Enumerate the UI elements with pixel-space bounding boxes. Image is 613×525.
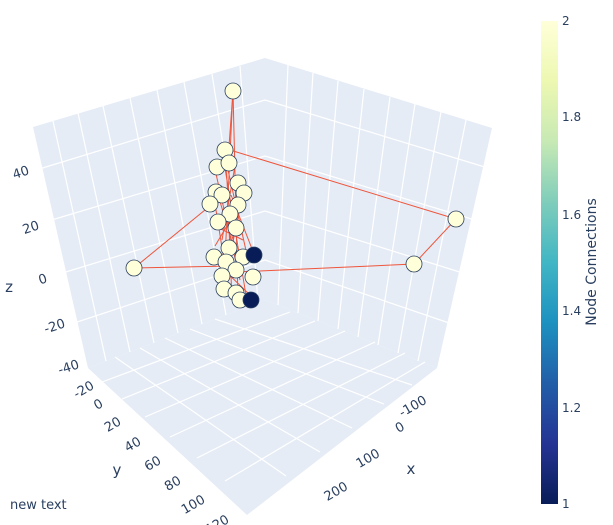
y-tick-label: 80 [162,473,184,494]
node-marker[interactable] [244,268,262,286]
node-marker[interactable] [245,246,263,264]
y-axis: -20 0 20 40 60 80 100 120 y [71,378,232,525]
node-marker[interactable] [221,205,239,223]
colorbar-title: Node Connections [584,198,600,326]
x-tick-label: 0 [393,419,408,436]
grid-line [189,328,385,405]
y-axis-title: y [113,461,122,479]
y-tick-label: 0 [91,396,106,413]
grid-line [264,155,479,222]
z-tick-label: 20 [21,219,41,238]
z-axis: 40 20 0 -20 -40 z [5,164,81,379]
node-marker[interactable] [209,213,227,231]
colorbar-tick-label: 1.2 [562,401,581,415]
grid-line [77,112,131,353]
grid-line [169,341,376,438]
grid-line [224,361,426,482]
colorbar-tick-label: 1 [562,497,570,511]
grid-line [156,89,203,325]
grid-line [417,119,467,362]
grid-line [196,352,406,459]
x-tick-label: 200 [322,479,351,504]
grid-line [52,120,107,362]
right-back-wall [265,58,492,368]
z-axis-title: z [5,278,13,296]
colorbar-tick-label: 2 [562,14,570,28]
colorbar-tick-label: 1.4 [562,304,581,318]
x-tick-label: -100 [397,393,430,421]
grid-line [297,72,314,314]
node-marker[interactable] [242,291,260,309]
z-tick-label: 40 [11,164,31,183]
grid-line [264,259,453,325]
node-marker[interactable] [125,259,143,277]
grid-line [102,105,155,344]
y-tick-label: 20 [102,414,124,435]
y-tick-label: 40 [122,434,144,455]
edge [133,265,231,269]
edge [229,149,457,220]
node-marker[interactable] [220,239,238,257]
colorbar-tick-label: 1.8 [562,110,581,124]
z-tick-label: -20 [42,317,67,338]
grid-line [144,330,346,418]
grid-line [264,210,467,275]
z-tick-label: 0 [37,272,50,289]
node-marker[interactable] [227,219,245,237]
grid-line [129,97,179,334]
y-tick-label: 120 [203,512,232,525]
grid-line [164,337,353,429]
colorbar: 1 1.2 1.4 1.6 1.8 2 Node Connections [541,14,600,511]
colorbar-tick-label: 1.6 [562,208,581,222]
grid-line [139,347,321,453]
node-marker[interactable] [227,261,245,279]
grid-line [121,320,316,400]
z-tick-label: -40 [56,358,81,379]
node-marker[interactable] [220,154,238,172]
edge [235,263,415,273]
node-marker[interactable] [213,186,231,204]
node-marker[interactable] [201,195,219,213]
edge [133,200,217,269]
y-tick-label: 100 [179,492,208,517]
edge [413,218,457,265]
node-marker[interactable] [447,210,465,228]
scene-walls [33,58,492,515]
colorbar-gradient [541,21,558,504]
x-axis-title: x [407,460,416,478]
grid-line [114,356,287,477]
grid-line [214,318,413,386]
y-tick-label: 60 [142,453,164,474]
annotation-text: new text [10,498,67,513]
grid-line [35,99,266,171]
grid-line [397,111,442,354]
grid-line [264,99,489,169]
x-tick-label: 100 [354,446,383,471]
grid-line [101,311,291,383]
network-nodes [125,82,465,309]
node-marker[interactable] [405,255,423,273]
node-marker[interactable] [224,82,242,100]
